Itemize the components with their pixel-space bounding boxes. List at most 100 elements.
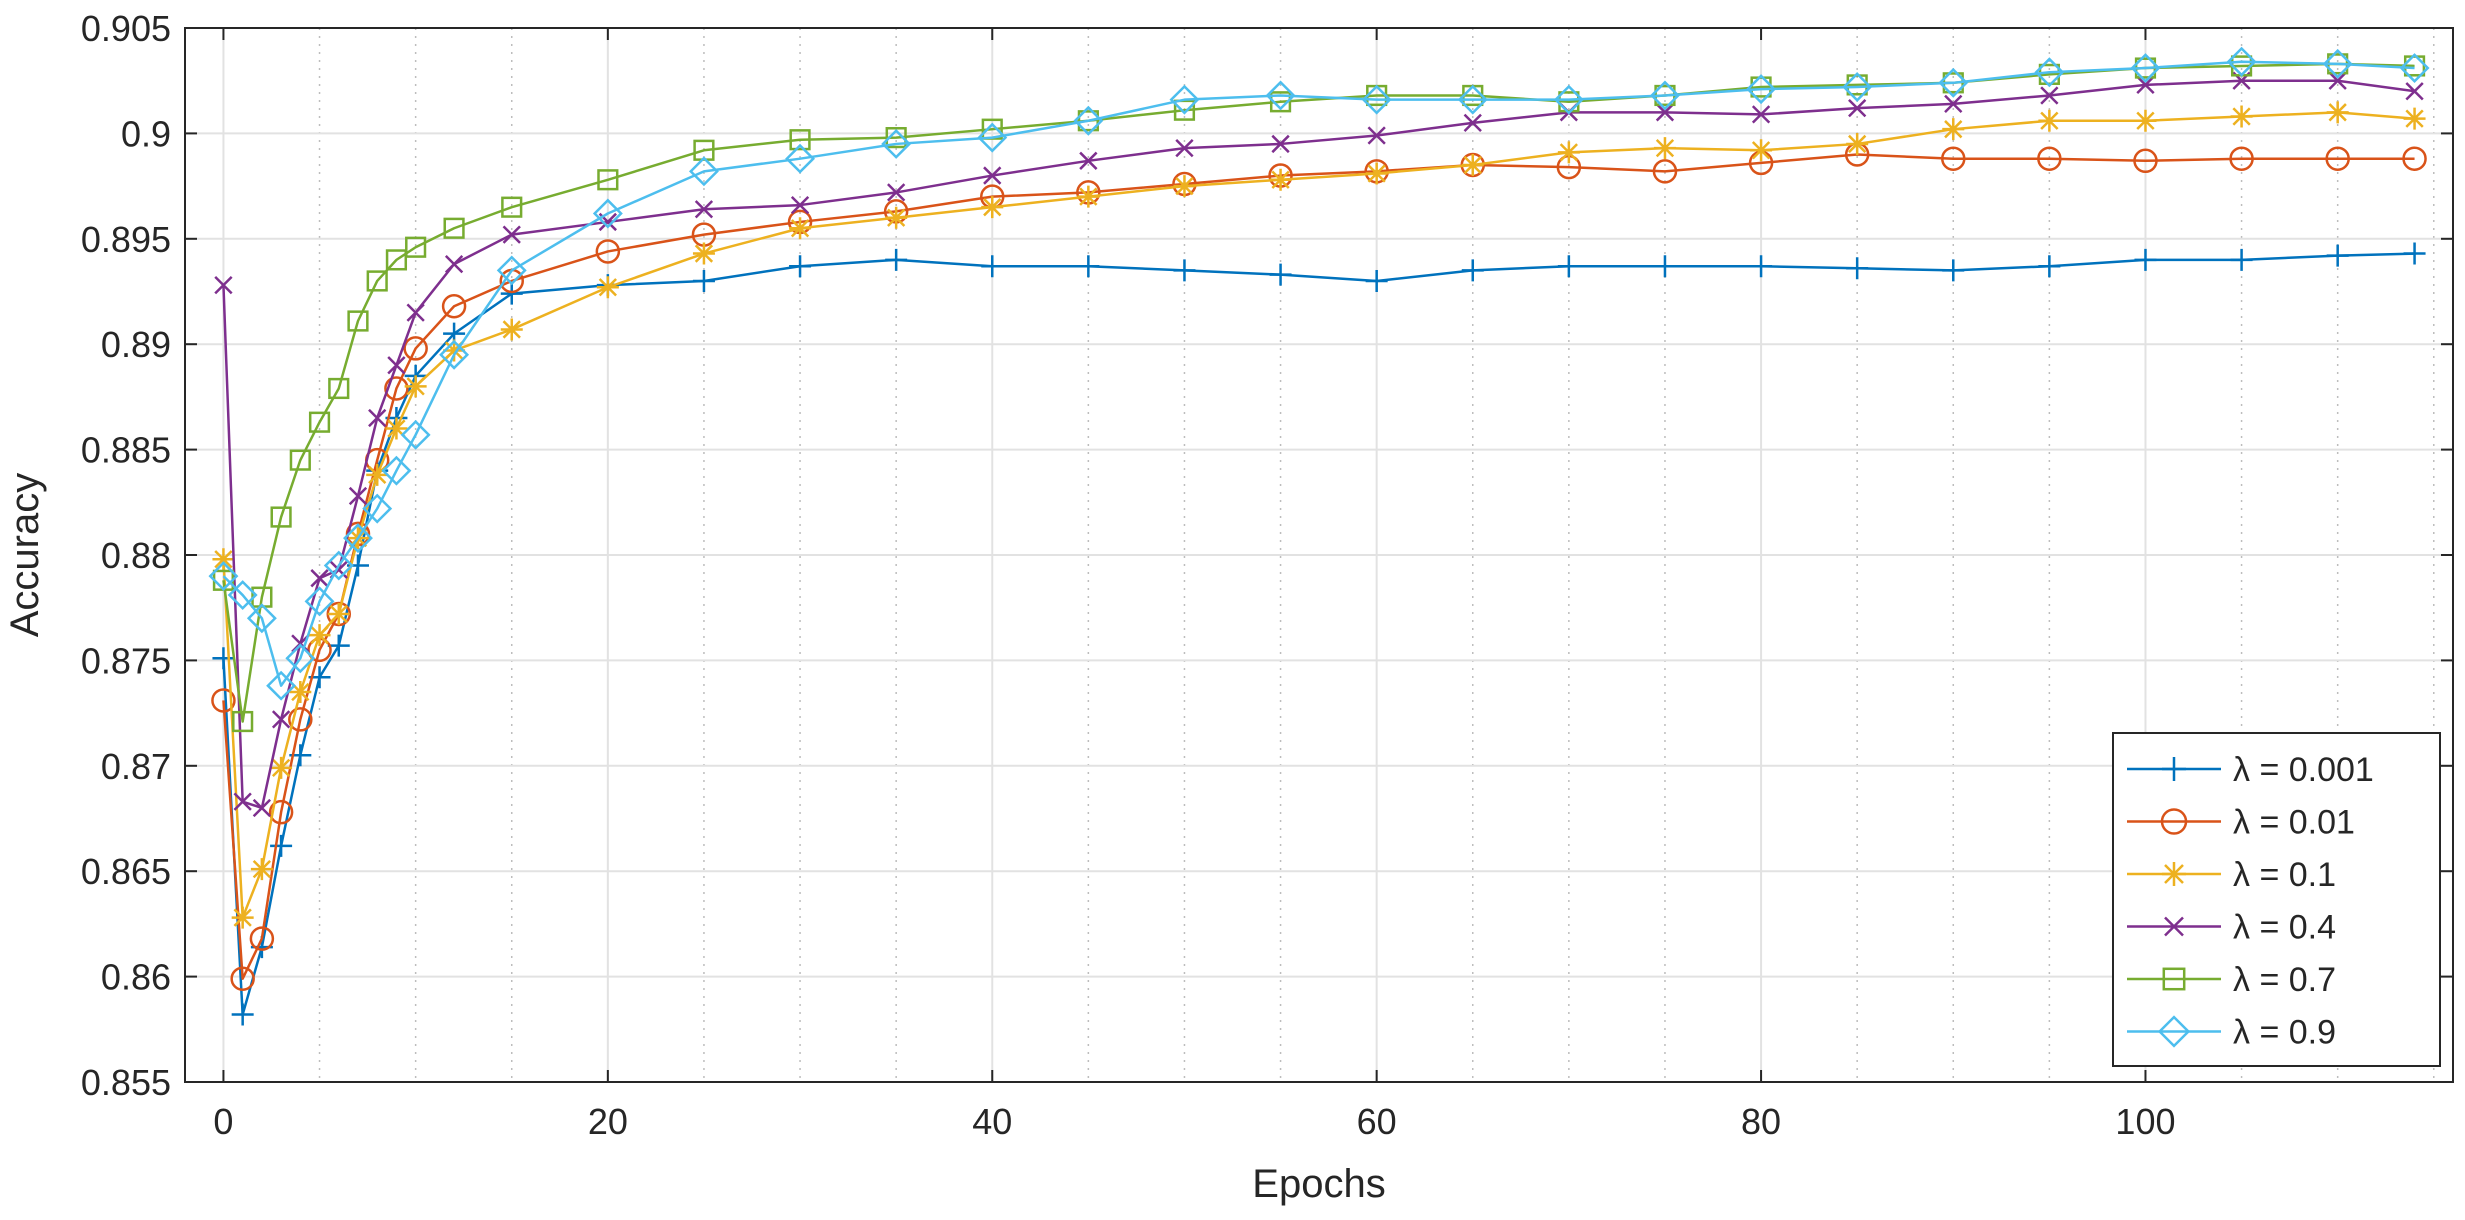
data-point (268, 799, 294, 825)
data-point (1944, 94, 1963, 114)
data-point (1557, 141, 1580, 164)
data-point (694, 200, 714, 219)
data-point (1653, 255, 1676, 278)
data-point (288, 707, 313, 732)
data-point (2229, 146, 2254, 171)
data-point (885, 127, 907, 149)
data-point (1077, 185, 1100, 208)
data-point (1079, 151, 1098, 170)
data-point (500, 282, 523, 305)
data-point (252, 798, 272, 818)
data-point (1846, 257, 1869, 280)
legend-marker (2164, 916, 2184, 937)
x-tick-label: 0 (213, 1101, 233, 1142)
legend-item[interactable]: λ = 0.01 (2127, 804, 2355, 842)
data-point (1557, 255, 1580, 278)
x-tick-label: 40 (972, 1101, 1012, 1142)
y-tick-label: 0.86 (101, 957, 171, 998)
legend-item[interactable]: λ = 0.7 (2127, 961, 2336, 999)
data-point (246, 603, 277, 634)
data-point (2325, 146, 2350, 171)
legend[interactable]: λ = 0.001 λ = 0.01 λ = 0.1 λ = 0.4 λ = 0.7 λ … (2112, 732, 2441, 1067)
data-point (323, 550, 354, 581)
data-point (790, 195, 810, 215)
data-point (444, 254, 464, 274)
data-point (212, 548, 235, 571)
data-point (2037, 146, 2062, 171)
data-point (1365, 162, 1388, 185)
data-point (1457, 84, 1488, 115)
data-point (1653, 137, 1676, 160)
data-point (400, 419, 431, 450)
data-point (1365, 269, 1388, 292)
data-point (2040, 86, 2059, 105)
data-point (1169, 84, 1200, 115)
legend-item[interactable]: λ = 0.4 (2127, 909, 2336, 947)
data-point (1750, 255, 1773, 278)
data-point (597, 169, 619, 191)
y-tick-label: 0.885 (81, 430, 171, 471)
y-axis-label: Accuracy (3, 473, 47, 638)
data-point (2133, 148, 2158, 174)
legend-item[interactable]: λ = 0.001 (2127, 751, 2374, 789)
legend-label: λ = 0.4 (2233, 909, 2336, 947)
data-point (404, 375, 427, 398)
data-point (1269, 168, 1292, 191)
legend-label: λ = 0.001 (2233, 751, 2374, 789)
series-4 (214, 71, 2424, 818)
data-point (596, 276, 619, 299)
data-point (1938, 67, 1969, 98)
data-point (2322, 48, 2353, 79)
data-point (443, 339, 466, 362)
data-point (271, 710, 291, 729)
data-point (1463, 113, 1482, 132)
y-tick-label: 0.9 (121, 113, 171, 154)
data-point (2328, 71, 2347, 90)
data-point (2038, 109, 2061, 132)
data-point (249, 926, 275, 951)
data-point (385, 417, 408, 440)
data-point (231, 906, 254, 929)
data-point (2326, 101, 2349, 124)
data-point (1655, 103, 1675, 122)
data-point (2038, 255, 2061, 278)
data-point (366, 270, 388, 292)
data-point (328, 377, 350, 400)
data-point (327, 603, 350, 626)
data-point (789, 217, 812, 240)
data-point (304, 586, 335, 617)
data-point (1746, 74, 1777, 105)
data-point (983, 166, 1002, 185)
data-point (2230, 105, 2253, 128)
data-point (366, 463, 389, 486)
legend-marker (2160, 808, 2188, 835)
data-point (250, 858, 273, 881)
data-point (406, 303, 425, 322)
data-point (885, 206, 908, 229)
data-point (1173, 175, 1196, 198)
data-point (885, 248, 908, 271)
legend-marker (2157, 1015, 2191, 1048)
data-point (2134, 248, 2157, 271)
legend-label: λ = 0.7 (2233, 961, 2336, 999)
data-point (2136, 75, 2155, 95)
legend-marker (2162, 862, 2186, 886)
data-point (387, 356, 406, 375)
data-point (981, 196, 1004, 219)
data-point (2402, 146, 2427, 171)
y-tick-label: 0.875 (81, 640, 171, 681)
legend-item[interactable]: λ = 0.1 (2127, 856, 2336, 894)
data-point (2403, 242, 2426, 265)
data-point (1361, 84, 1392, 115)
data-point (785, 143, 816, 174)
data-point (1848, 98, 1867, 118)
legend-item[interactable]: λ = 0.9 (2127, 1014, 2336, 1052)
data-point (592, 198, 623, 229)
data-point (1077, 255, 1100, 278)
data-point (2034, 57, 2065, 88)
series-group (208, 46, 2430, 1026)
data-point (270, 506, 292, 528)
data-point (230, 966, 255, 991)
